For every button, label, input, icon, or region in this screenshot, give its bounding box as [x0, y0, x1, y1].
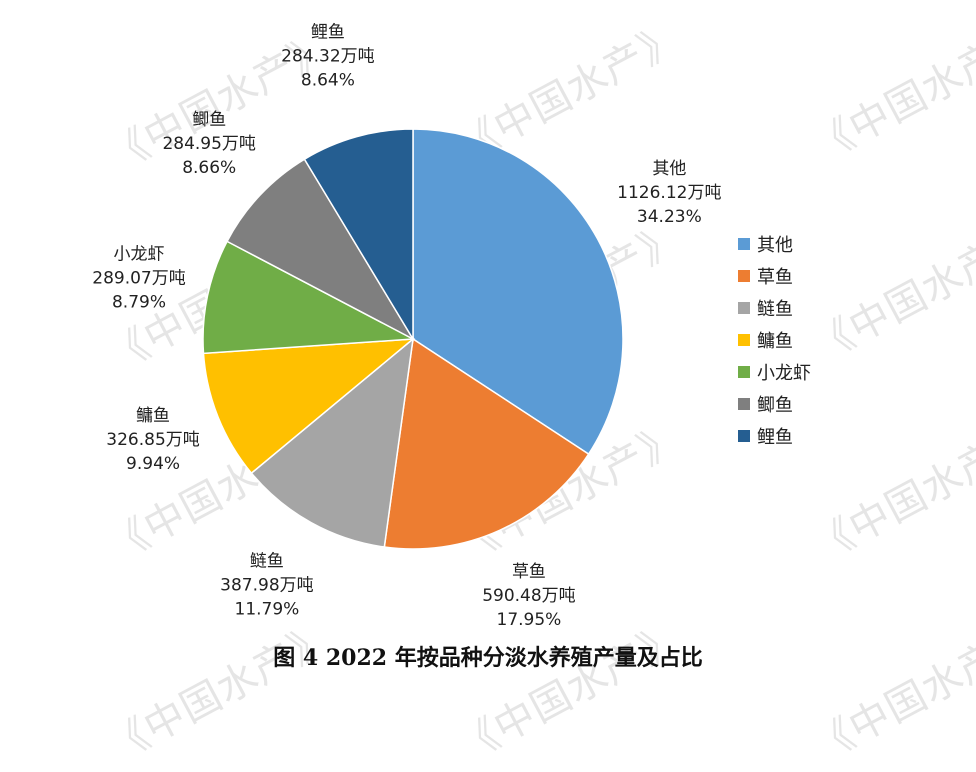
- slice-label-name: 其他: [652, 159, 686, 179]
- legend-item-0: 其他: [738, 235, 793, 256]
- legend-swatch: [738, 430, 750, 442]
- slice-label-name: 鲤鱼: [311, 22, 345, 42]
- slice-label-name: 鲫鱼: [192, 110, 226, 130]
- legend-item-4: 小龙虾: [738, 363, 811, 384]
- pie-slice-3: [202, 338, 416, 475]
- slice-label-percent: 9.94%: [126, 454, 180, 474]
- legend-item-6: 鲤鱼: [738, 427, 793, 448]
- slice-label-percent: 8.64%: [301, 70, 355, 90]
- slice-label-name: 鳙鱼: [136, 406, 170, 426]
- legend-label: 小龙虾: [757, 363, 811, 384]
- legend-swatch: [738, 334, 750, 346]
- slice-labels: 其他 1126.12万吨 34.23% 草鱼 590.48万吨 17.95% 鲢鱼 387.9…: [92, 22, 721, 630]
- legend-label: 草鱼: [757, 267, 793, 288]
- legend-item-1: 草鱼: [738, 267, 793, 288]
- legend-swatch: [738, 302, 750, 314]
- slice-label-value: 1126.12万吨: [617, 183, 721, 203]
- slice-label-value: 289.07万吨: [92, 268, 185, 288]
- pie-slice-1: [383, 337, 590, 550]
- slice-label-percent: 11.79%: [235, 600, 300, 620]
- legend-label: 鲫鱼: [757, 395, 793, 416]
- slice-label-name: 小龙虾: [114, 244, 165, 264]
- legend-item-2: 鲢鱼: [738, 299, 793, 320]
- slice-label-2: 鲢鱼 387.98万吨 11.79%: [220, 552, 313, 620]
- pie-slice-6: [303, 128, 414, 342]
- slice-label-value: 590.48万吨: [482, 586, 575, 606]
- legend-swatch: [738, 238, 750, 250]
- slice-label-4: 小龙虾 289.07万吨 8.79%: [92, 244, 185, 312]
- slice-label-0: 其他 1126.12万吨 34.23%: [617, 159, 721, 227]
- pie-slices: [202, 128, 624, 550]
- pie-slice-2: [250, 337, 415, 548]
- slice-label-value: 326.85万吨: [106, 430, 199, 450]
- slice-label-value: 284.32万吨: [281, 46, 374, 66]
- slice-label-percent: 34.23%: [637, 207, 702, 227]
- slice-label-name: 鲢鱼: [250, 552, 284, 572]
- slice-label-value: 387.98万吨: [220, 576, 313, 596]
- slice-label-percent: 17.95%: [497, 610, 562, 630]
- legend-swatch: [738, 398, 750, 410]
- slice-label-name: 草鱼: [512, 562, 546, 582]
- slice-label-6: 鲤鱼 284.32万吨 8.64%: [281, 22, 374, 90]
- pie-chart: 其他 1126.12万吨 34.23% 草鱼 590.48万吨 17.95% 鲢鱼 387.9…: [92, 22, 811, 630]
- legend-swatch: [738, 366, 750, 378]
- legend-item-5: 鲫鱼: [738, 395, 793, 416]
- legend-label: 鳙鱼: [757, 331, 793, 352]
- chart-title: 图 4 2022 年按品种分淡水养殖产量及占比: [273, 645, 703, 671]
- legend-swatch: [738, 270, 750, 282]
- pie-slice-5: [226, 158, 416, 341]
- legend-label: 鲤鱼: [757, 427, 793, 448]
- slice-label-5: 鲫鱼 284.95万吨 8.66%: [162, 110, 255, 178]
- legend-label: 其他: [757, 235, 793, 256]
- pie-slice-4: [202, 240, 416, 355]
- slice-label-percent: 8.79%: [112, 292, 166, 312]
- legend-label: 鲢鱼: [757, 299, 793, 320]
- slice-label-3: 鳙鱼 326.85万吨 9.94%: [106, 406, 199, 474]
- legend-item-3: 鳙鱼: [738, 331, 793, 352]
- slice-label-value: 284.95万吨: [162, 134, 255, 154]
- slice-label-1: 草鱼 590.48万吨 17.95%: [482, 562, 575, 630]
- slice-label-percent: 8.66%: [182, 158, 236, 178]
